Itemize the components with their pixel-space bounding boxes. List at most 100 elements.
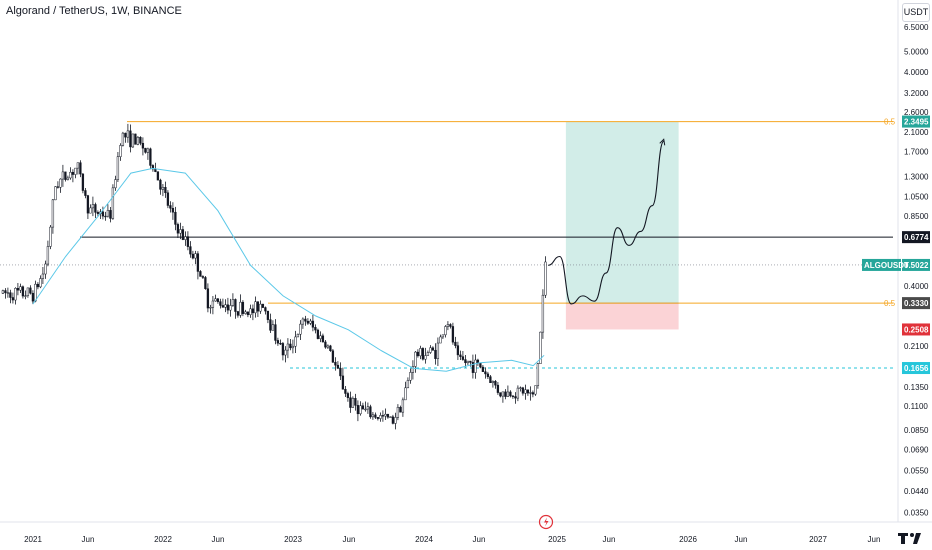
candle-down (496, 384, 500, 393)
candle-up (446, 324, 450, 327)
candle-down (174, 211, 177, 225)
price-axis-tick: 0.0850 (904, 426, 929, 435)
candle-down (234, 299, 237, 312)
candle-down (361, 405, 365, 410)
price-axis-tick: 3.2000 (904, 89, 929, 98)
candle-up (319, 335, 322, 339)
candle-down (79, 162, 82, 175)
time-axis-label: Jun (473, 535, 486, 544)
candle-up (539, 331, 542, 364)
candle-down (381, 415, 385, 417)
candle-up (301, 318, 305, 325)
candle-down (189, 246, 192, 255)
price-axis-tick: 1.7000 (904, 148, 929, 157)
candle-up (501, 391, 505, 397)
price-tag-value: 0.6774 (904, 233, 929, 242)
candle-down (499, 392, 502, 397)
candle-down (144, 147, 147, 153)
candle-up (371, 414, 375, 418)
time-axis-label: 2024 (415, 535, 433, 544)
currency-button[interactable]: USDT (902, 3, 930, 22)
candle-up (1, 290, 5, 294)
candle-down (304, 318, 307, 322)
price-axis-tick: 0.0350 (904, 508, 929, 517)
candle-up (384, 413, 387, 417)
candle-down (149, 148, 152, 166)
candle-up (61, 171, 65, 180)
candle-down (36, 283, 40, 288)
price-tag (902, 231, 930, 244)
candle-down (489, 376, 492, 383)
candle-up (326, 345, 330, 348)
symbol-tag-label: ALGOUSDT (864, 261, 909, 270)
candle-down (256, 301, 260, 312)
candle-down (479, 363, 482, 368)
price-axis-tick: 0.0550 (904, 466, 929, 475)
candle-up (404, 387, 407, 401)
price-axis-tick: 4.0000 (904, 68, 929, 77)
time-axis-label: 2026 (679, 535, 697, 544)
candle-up (439, 336, 442, 344)
candle-down (431, 347, 435, 351)
candle-down (314, 327, 317, 331)
candle-down (56, 186, 60, 188)
candle-up (231, 299, 235, 306)
candle-up (119, 145, 122, 157)
candle-down (101, 211, 105, 217)
candle-down (251, 308, 255, 314)
price-axis-tick: 6.5000 (904, 23, 929, 32)
candle-up (259, 303, 262, 312)
candle-up (351, 398, 355, 408)
candle-down (421, 348, 425, 360)
time-axis-label: 2023 (284, 535, 302, 544)
candle-up (211, 300, 215, 308)
candle-up (426, 352, 430, 356)
price-tag (902, 258, 930, 271)
candle-up (419, 348, 422, 357)
candle-down (264, 307, 267, 312)
candle-down (21, 286, 25, 297)
candle-down (526, 389, 530, 394)
projection-arrowhead (659, 138, 666, 146)
candle-down (289, 343, 292, 349)
time-axis-label: Jun (82, 535, 95, 544)
candle-down (511, 395, 515, 397)
candle-up (126, 130, 130, 138)
candle-up (74, 167, 77, 175)
candle-down (484, 371, 487, 375)
price-axis-tick: 0.4000 (904, 282, 929, 291)
candle-up (106, 210, 110, 217)
candle-down (109, 210, 112, 219)
candle-down (336, 364, 340, 369)
price-axis-tick: 1.3000 (904, 173, 929, 182)
candle-down (159, 179, 162, 190)
candle-up (49, 226, 52, 247)
candle-down (509, 391, 512, 397)
target-zone (565, 121, 679, 304)
candle-down (171, 208, 175, 213)
candle-up (294, 336, 297, 347)
candle-down (176, 224, 180, 234)
candle-down (279, 342, 282, 345)
candle-up (161, 187, 165, 190)
moving-average-line (32, 167, 545, 372)
candle-up (24, 295, 27, 297)
time-axis-label: Jun (212, 535, 225, 544)
candle-up (46, 246, 50, 265)
replay-icon[interactable] (538, 514, 554, 530)
candle-up (366, 406, 370, 410)
candle-up (406, 380, 410, 389)
price-tag (902, 297, 930, 310)
candle-down (306, 320, 310, 324)
candle-up (389, 416, 392, 418)
candle-down (191, 253, 195, 259)
candle-down (494, 380, 497, 386)
candle-up (229, 305, 232, 311)
candle-up (136, 137, 140, 145)
candle-down (199, 271, 202, 277)
candle-up (516, 387, 520, 399)
candle-down (521, 387, 525, 394)
price-tag (902, 115, 930, 128)
candle-up (411, 366, 415, 373)
